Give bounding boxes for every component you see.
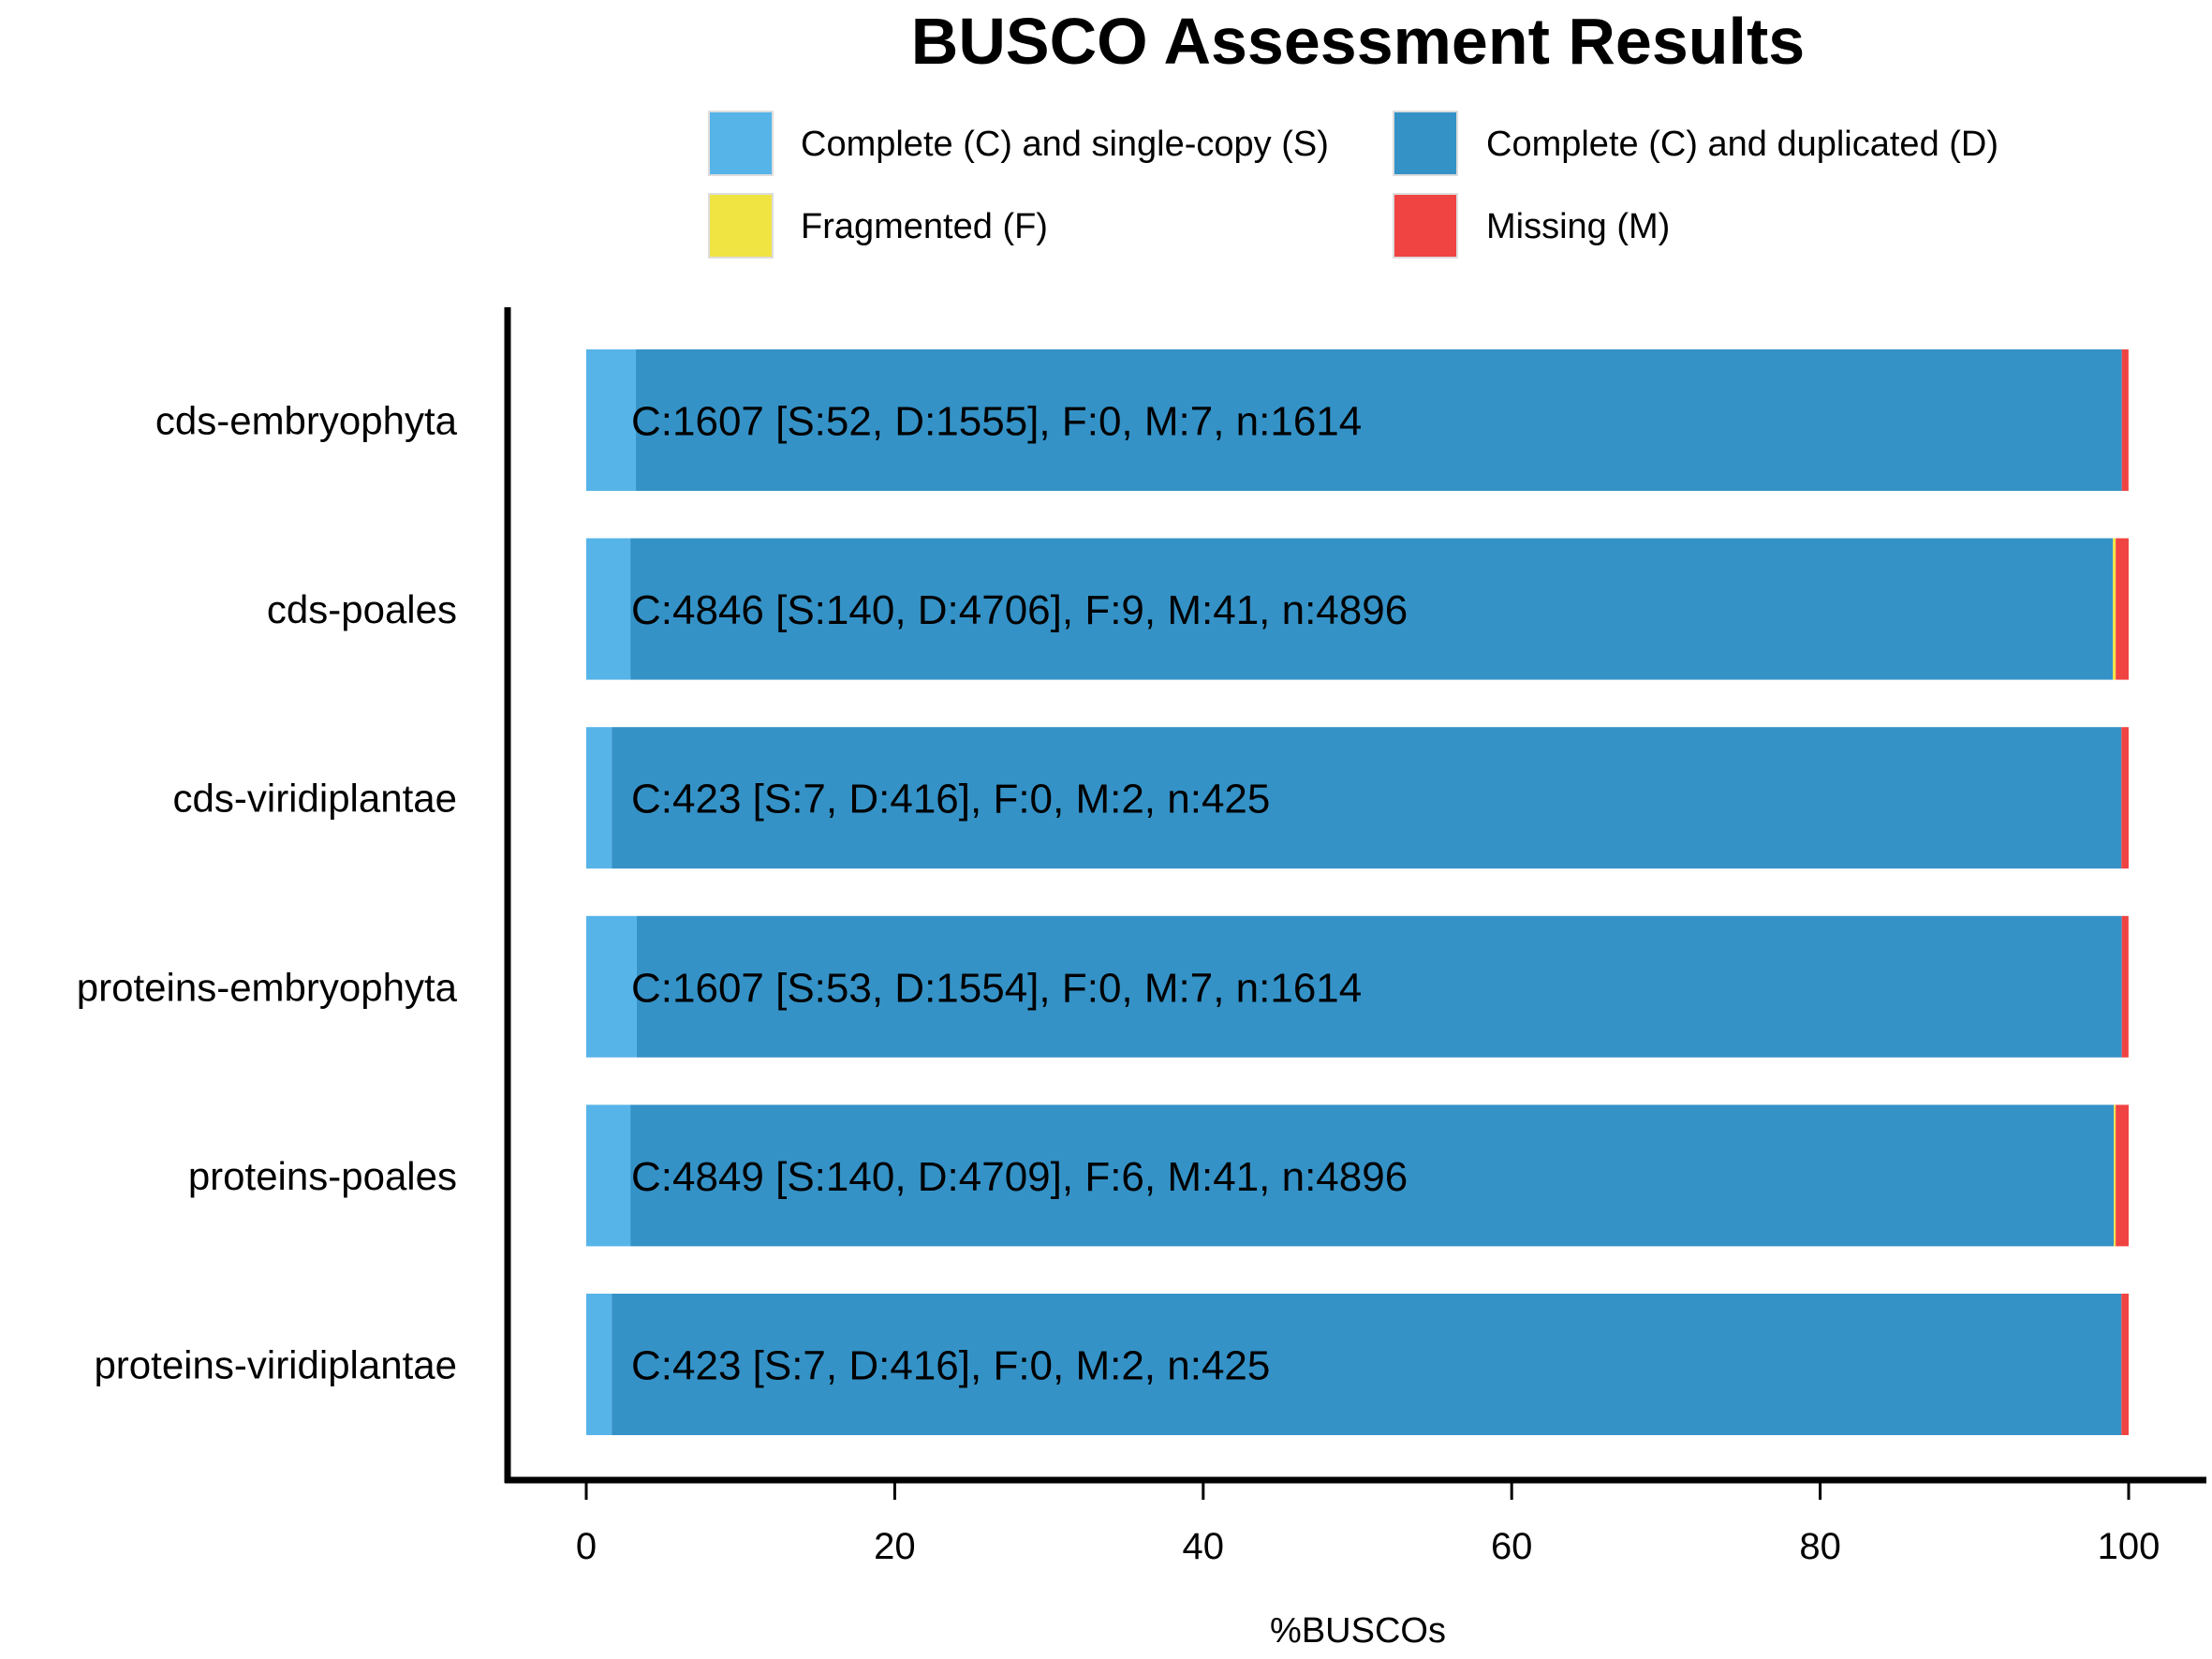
chart-title: BUSCO Assessment Results (911, 5, 1805, 78)
bar-cds-embryophyta-complete-c-and-duplicated-d- (636, 349, 2122, 491)
bar-proteins-poales-complete-c-and-single-copy-s- (586, 1104, 631, 1247)
bar-data-label: C:423 [S:7, D:416], F:0, M:2, n:425 (631, 1343, 1270, 1389)
bar-proteins-viridiplantae-missing-m- (2121, 1294, 2129, 1435)
category-label: cds-poales (267, 587, 457, 631)
bar-proteins-viridiplantae-complete-c-and-single-copy-s- (586, 1294, 612, 1435)
bar-proteins-poales-complete-c-and-duplicated-d- (630, 1104, 2115, 1247)
category-labels: cds-embryophyta cds-poales cds-viridiplant… (77, 399, 458, 1387)
legend-label-single-copy: Complete (C) and single-copy (S) (801, 125, 1329, 164)
legend-swatch-fragmented (708, 193, 774, 259)
bar-data-label: C:4846 [S:140, D:4706], F:9, M:41, n:489… (631, 587, 1408, 633)
x-tick-label: 100 (2098, 1526, 2160, 1567)
bar-proteins-embryophyta-complete-c-and-single-copy-s- (586, 915, 638, 1058)
category-label: proteins-poales (188, 1154, 457, 1198)
x-tick-label: 60 (1491, 1526, 1533, 1567)
x-axis-title: %BUSCOs (1270, 1611, 1446, 1651)
bar-data-label: C:423 [S:7, D:416], F:0, M:2, n:425 (631, 777, 1270, 822)
bar-cds-poales-fragmented-f- (2113, 538, 2116, 680)
x-tick-label: 40 (1183, 1526, 1225, 1567)
bar-cds-viridiplantae-missing-m- (2121, 727, 2129, 869)
bar-proteins-embryophyta-missing-m- (2121, 915, 2129, 1058)
legend-swatch-duplicated (1393, 111, 1458, 176)
bar-cds-poales-complete-c-and-single-copy-s- (586, 538, 631, 680)
bar-proteins-viridiplantae-complete-c-and-duplicated-d- (612, 1294, 2122, 1435)
bar-cds-viridiplantae-complete-c-and-duplicated-d- (612, 727, 2122, 869)
bar-proteins-embryophyta-complete-c-and-duplicated-d- (637, 915, 2122, 1058)
legend-swatch-missing (1393, 193, 1458, 259)
bar-cds-poales-missing-m- (2116, 538, 2129, 680)
category-label: proteins-viridiplantae (94, 1343, 457, 1387)
x-tick-label: 20 (874, 1526, 916, 1567)
category-label: proteins-embryophyta (77, 965, 458, 1009)
category-label: cds-viridiplantae (173, 777, 457, 821)
bar-labels: C:1607 [S:52, D:1555], F:0, M:7, n:1614 C… (631, 399, 1408, 1389)
bar-cds-viridiplantae-complete-c-and-single-copy-s- (586, 727, 612, 869)
bar-proteins-poales-fragmented-f- (2114, 1104, 2116, 1247)
bar-data-label: C:1607 [S:53, D:1554], F:0, M:7, n:1614 (631, 965, 1362, 1011)
legend-label-fragmented: Fragmented (F) (801, 207, 1048, 246)
legend: Complete (C) and single-copy (S) Complet… (708, 111, 1998, 259)
bar-cds-embryophyta-missing-m- (2121, 349, 2129, 491)
bar-cds-embryophyta-complete-c-and-single-copy-s- (586, 349, 637, 491)
category-label: cds-embryophyta (155, 399, 458, 443)
bar-proteins-poales-missing-m- (2116, 1104, 2129, 1247)
bars (586, 349, 2129, 1435)
x-tick-label: 0 (576, 1526, 597, 1567)
bar-data-label: C:4849 [S:140, D:4709], F:6, M:41, n:489… (631, 1154, 1408, 1200)
legend-label-duplicated: Complete (C) and duplicated (D) (1486, 125, 1998, 164)
bar-data-label: C:1607 [S:52, D:1555], F:0, M:7, n:1614 (631, 399, 1362, 445)
x-tick-label: 80 (1799, 1526, 1841, 1567)
legend-swatch-single-copy (708, 111, 774, 176)
legend-label-missing: Missing (M) (1486, 207, 1670, 246)
bar-cds-poales-complete-c-and-duplicated-d- (630, 538, 2114, 680)
x-axis-ticks: 0 20 40 60 80 100 (576, 1480, 2160, 1567)
